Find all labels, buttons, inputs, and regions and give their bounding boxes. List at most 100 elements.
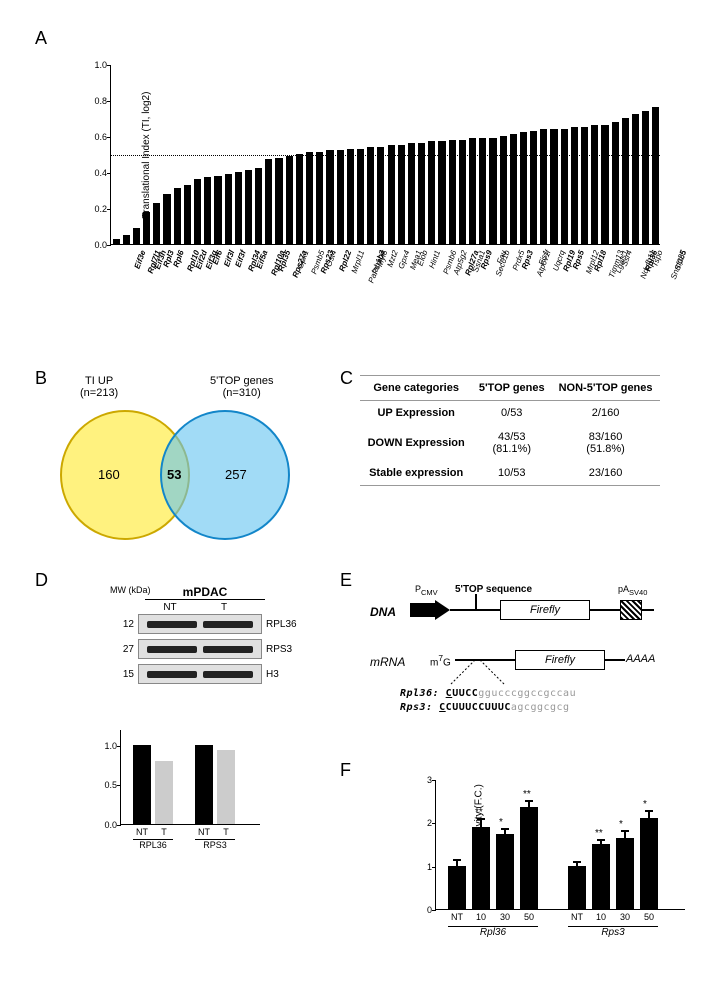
bar-Eif3h [133,228,140,244]
mrna-label: mRNA [370,655,405,669]
polya-label: pASV40 [618,584,647,597]
bar [568,866,586,909]
top-marker [475,594,477,609]
promoter-arrow [410,600,450,620]
dna-label: DNA [370,605,396,619]
bar-Eif2d [174,188,181,244]
dash-lines [445,660,515,690]
gel-title: mPDAC [145,585,265,600]
panel-label-f: F [340,760,351,781]
bar-Rpl7l1 [123,235,130,244]
bar-Eif3f [214,176,221,244]
xlabel-Gpx1: Gpx1 [295,249,310,270]
bar-Rpl27a [438,141,445,244]
tail-label: AAAA [626,653,655,665]
bar-Rps27a [265,159,272,244]
bar-Rpl3 [143,212,150,244]
lane-t: T [200,602,248,613]
bar-Uqcrq [530,131,537,244]
bar [472,827,490,909]
bar-Atp6v1f [510,134,517,244]
bar-Prdx5 [489,138,496,244]
panel-e-diagram: DNA mRNA PCMV 5'TOP sequence Firefly pAS… [370,580,690,740]
bar [520,807,538,909]
bar-Psmb5 [286,156,293,244]
bar-Rps9 [459,140,466,244]
bar [496,834,514,909]
bar-Fau [479,138,486,244]
bar-Rpl10a [245,170,252,244]
bar-Eif5a [235,172,242,244]
cell: 83/160(51.8%) [551,425,660,461]
bar-Rpl36 [622,118,629,244]
col-5top: 5'TOP genes [472,376,551,401]
panel-label-b: B [35,368,47,389]
bar-Pafah1b3 [337,150,344,244]
panel-d-barchart: RPs/H3 (F.C) 0.00.51.0NTTRPL36NTTRPS3 [90,730,270,870]
bar-Timm13 [581,127,588,244]
bar [133,745,151,824]
bar-Psmb4 [347,149,354,244]
bar [616,838,634,910]
xlabel-Eif3e: Eif3e [132,249,147,270]
bar-Gpx1 [275,158,282,244]
cell: Stable expression [360,461,472,486]
bar [592,844,610,909]
bar-Sec61b [469,138,476,244]
bar-Gpx4 [377,147,384,244]
bar-Eif6 [194,179,201,244]
bar-Rpl6 [153,203,160,244]
bar-Eif3e [113,239,120,244]
bar-Rpl18 [571,127,578,244]
firefly-box-dna: Firefly [500,600,590,620]
mrna-line2 [605,659,625,661]
cell: 10/53 [472,461,551,486]
venn-right-only: 257 [225,467,247,482]
dna-line2 [590,609,620,611]
bar [448,866,466,909]
mw-label: MW (kDa) [110,585,151,595]
venn-left-only: 160 [98,467,120,482]
panel-a-chart: Translational Index (TI, log2) 0.00.20.4… [70,65,670,345]
bar [155,761,173,824]
bar-Mrpl12 [561,129,568,244]
cell: 43/53(81.1%) [472,425,551,461]
cell: 23/160 [551,461,660,486]
gel-row-H3: 15H3 [110,663,300,685]
bar-Atp5g2 [428,141,435,244]
seq-rps3: Rps3: CCUUUCCUUUCagcggcgcg [400,702,570,713]
bar-Eif3g [184,185,191,244]
col-gene-cat: Gene categories [360,376,472,401]
panel-label-d: D [35,570,48,591]
gel-row-RPL36: 12RPL36 [110,613,300,635]
cell: 0/53 [472,401,551,426]
cell: DOWN Expression [360,425,472,461]
venn-left-label: TI UP(n=213) [80,375,118,399]
panel-label-a: A [35,28,47,49]
bar [195,745,213,824]
bar-Ndufb11 [612,122,619,244]
gel-row-RPS3: 27RPS3 [110,638,300,660]
bar-Rps23 [296,154,303,244]
bar-Elob [398,145,405,244]
bar-Psmb6 [418,143,425,244]
bar-Mea1 [388,145,395,244]
bar-Rpl10 [163,194,170,244]
bar-Lgals1 [591,125,598,244]
top-seq-label: 5'TOP sequence [455,584,532,595]
bar-Mzt2 [367,147,374,244]
bar-Sf3b5 [652,107,659,244]
dna-line3 [642,609,654,611]
bar-Tspo [632,114,639,244]
bar-Mrpl11 [326,150,333,244]
bar-Rpl19 [540,129,547,244]
panel-label-e: E [340,570,352,591]
venn-right-label: 5'TOP genes(n=310) [210,375,273,399]
bar-Myl6 [357,149,364,244]
panel-c-table: Gene categories 5'TOP genes NON-5'TOP ge… [360,375,660,486]
prom-label: PCMV [415,584,438,597]
bar-Rps5 [550,129,557,244]
bar-Ssna1 [449,140,456,244]
lane-nt: NT [146,602,194,613]
bar-Ssr4 [601,125,608,244]
